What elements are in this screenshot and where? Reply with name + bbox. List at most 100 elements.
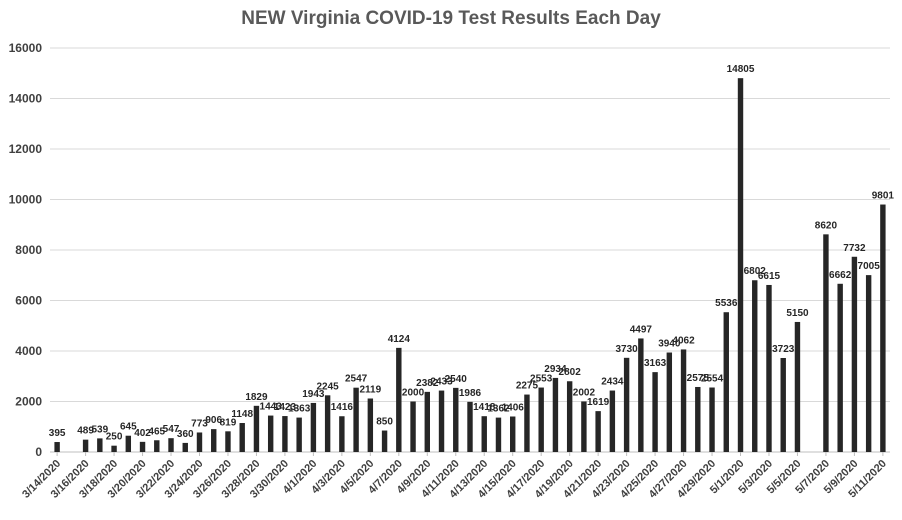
data-label: 3723 [772, 344, 795, 355]
bar [111, 445, 117, 452]
data-label: 7005 [858, 261, 881, 272]
data-label: 850 [376, 417, 393, 428]
bar [168, 438, 174, 452]
bar [666, 352, 673, 452]
bar [353, 387, 359, 452]
bar [196, 432, 203, 452]
bar [467, 401, 473, 452]
bars [54, 78, 886, 452]
bar [239, 423, 245, 452]
bar [552, 377, 559, 452]
bar [709, 387, 715, 452]
data-labels: 395 4895392506454024655473607739068191148… [49, 64, 895, 443]
data-label: 5150 [786, 308, 809, 319]
bar [752, 280, 758, 452]
bar [339, 416, 345, 452]
data-label: 1443 [260, 402, 283, 413]
bar [566, 381, 573, 452]
data-label: 2554 [701, 374, 724, 385]
data-label: 3940 [658, 339, 681, 350]
bar [638, 338, 644, 452]
bar [837, 283, 843, 452]
data-label: 1943 [302, 389, 325, 400]
data-label: 2119 [359, 384, 381, 395]
data-label: 1986 [459, 388, 482, 399]
bar [652, 372, 658, 452]
bar [125, 435, 132, 452]
bar [182, 442, 188, 452]
data-label: 547 [163, 424, 180, 435]
data-label: 2934 [544, 364, 567, 375]
data-label: 6615 [758, 271, 781, 282]
bar [865, 275, 872, 452]
data-label: 4124 [388, 334, 411, 345]
bar [780, 357, 786, 452]
bar [823, 234, 829, 452]
data-label: 6802 [744, 266, 767, 277]
data-label: 2382 [416, 378, 439, 389]
bar [97, 438, 103, 452]
y-tick-label: 16000 [9, 41, 43, 55]
bar [54, 442, 60, 452]
data-label: 645 [120, 422, 137, 433]
bar [794, 321, 801, 452]
data-label: 2547 [345, 374, 368, 385]
data-label: 9801 [872, 191, 895, 202]
data-label: 4497 [630, 324, 653, 335]
data-label: 465 [148, 426, 165, 437]
data-label: 1406 [502, 402, 525, 413]
data-label: 2245 [317, 381, 340, 392]
bar [851, 256, 858, 452]
data-label: 5536 [715, 298, 738, 309]
bar [737, 78, 744, 452]
data-label: 819 [220, 417, 237, 428]
bar [282, 416, 288, 452]
bar [481, 416, 487, 452]
data-label: 14805 [727, 64, 755, 75]
data-label: 2575 [687, 373, 710, 384]
data-label: 1619 [587, 397, 610, 408]
data-label: 1423 [274, 402, 297, 413]
data-label: 2553 [530, 374, 553, 385]
data-label: 906 [205, 415, 222, 426]
bar [609, 390, 616, 452]
chart-title: NEW Virginia COVID-19 Test Results Each … [241, 8, 661, 29]
bar [766, 284, 772, 452]
data-label: 7732 [843, 243, 866, 254]
data-label: 402 [134, 428, 151, 439]
y-tick-label: 2000 [15, 395, 42, 409]
y-tick-label: 4000 [15, 344, 42, 358]
bar [495, 417, 502, 452]
bar [211, 429, 217, 452]
data-label: 4062 [672, 335, 695, 346]
y-tick-label: 12000 [9, 142, 43, 156]
bar [267, 415, 274, 452]
y-tick-label: 0 [35, 445, 42, 459]
y-tick-label: 10000 [9, 193, 43, 207]
bar [154, 440, 160, 452]
bar [438, 390, 445, 452]
y-tick-label: 6000 [15, 294, 42, 308]
bar [623, 357, 630, 452]
bar [225, 431, 231, 452]
data-label: 2802 [559, 367, 582, 378]
data-label: 1148 [231, 409, 253, 420]
bar [381, 430, 388, 452]
bar [82, 439, 89, 452]
data-label: 1362 [487, 404, 510, 415]
y-tick-label: 14000 [9, 92, 43, 106]
x-axis: 3/14/20203/16/20203/18/20203/20/20203/22… [20, 452, 889, 501]
bar [410, 401, 416, 452]
bar [396, 347, 402, 452]
data-label: 2433 [430, 377, 453, 388]
data-label: 1418 [473, 402, 496, 413]
data-label: 360 [177, 429, 194, 440]
bar [695, 386, 701, 452]
data-label: 2000 [402, 388, 425, 399]
bar [524, 394, 530, 452]
data-label: 250 [106, 432, 123, 443]
data-label: 1416 [331, 402, 354, 413]
bar [296, 417, 302, 452]
